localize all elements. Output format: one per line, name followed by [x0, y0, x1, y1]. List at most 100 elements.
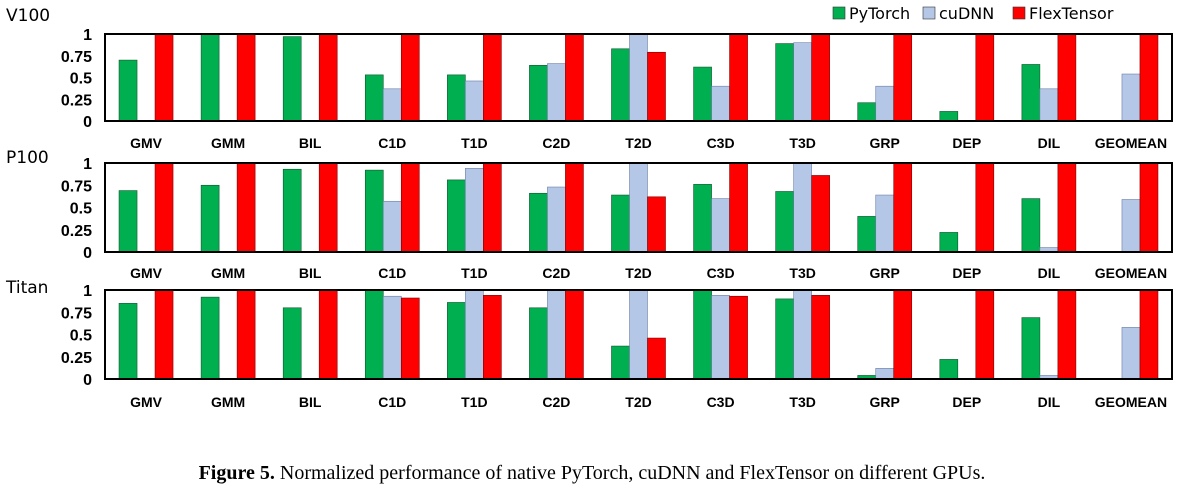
y-tick-label: 0: [83, 245, 92, 262]
plot-frame: [104, 289, 1173, 380]
x-category-label: T3D: [789, 394, 815, 410]
bar-flextensor-dil: [1057, 289, 1077, 380]
x-category-label: T3D: [789, 265, 815, 281]
panel-titan: Titan 0 0.25 0.5 0.75 1 GMV GMM BIL C1D T1D C2D T2D C…: [5, 278, 1173, 410]
x-category-label: T2D: [625, 265, 651, 281]
bar-flextensor-gmv: [154, 33, 174, 122]
x-category-label: DEP: [952, 265, 981, 281]
bar-flextensor-c1d: [400, 162, 420, 253]
bar-flextensor-c2d: [565, 289, 584, 380]
bar-flextensor-t2d: [647, 51, 666, 122]
x-category-label: DEP: [952, 135, 981, 151]
panel-title: Titan: [5, 278, 48, 298]
bar-flextensor-t1d: [483, 295, 502, 380]
bar-flextensor-gmm: [236, 162, 256, 253]
bar-cudnn-t3d: [793, 162, 812, 253]
panel-p100: P100 0 0.25 0.5 0.75 1 GMV GMM BIL C1D T1D C2D T2D C3…: [6, 148, 1173, 281]
bar-cudnn-grp: [875, 368, 895, 380]
x-category-label: BIL: [299, 135, 322, 151]
bar-flextensor-grp: [893, 289, 913, 380]
bar-pytorch-gmm: [200, 184, 220, 253]
bar-flextensor-c1d: [400, 33, 420, 122]
y-tick-label: 0.5: [70, 71, 92, 88]
bar-flextensor-gmm: [236, 33, 256, 122]
bar-cudnn-geomean: [1121, 73, 1141, 122]
x-category-label: GRP: [870, 135, 900, 151]
bar-pytorch-t3d: [775, 191, 794, 253]
bar-pytorch-dil: [1021, 64, 1041, 122]
legend-label-flextensor: FlexTensor: [1029, 4, 1114, 23]
bar-flextensor-geomean: [1139, 289, 1159, 380]
x-category-label: GMV: [130, 394, 163, 410]
bar-pytorch-dil: [1021, 198, 1041, 253]
bar-flextensor-bil: [318, 162, 338, 253]
bar-flextensor-dep: [975, 33, 995, 122]
y-tick-label: 1: [83, 283, 92, 300]
x-category-label: GEOMEAN: [1095, 394, 1167, 410]
bar-pytorch-dep: [939, 359, 959, 380]
y-tick-label: 1: [83, 27, 92, 44]
y-tick-label: 0.25: [61, 350, 92, 367]
bar-pytorch-t2d: [611, 48, 630, 122]
x-category-label: T2D: [625, 394, 651, 410]
bar-flextensor-bil: [318, 289, 338, 380]
bar-cudnn-c3d: [711, 85, 730, 122]
x-category-label: T3D: [789, 135, 815, 151]
bar-flextensor-c1d: [400, 297, 420, 380]
bar-flextensor-gmv: [154, 289, 174, 380]
bar-cudnn-t1d: [465, 289, 484, 380]
y-tick-label: 0: [83, 372, 92, 389]
bar-pytorch-c1d: [364, 289, 384, 380]
x-category-label: T1D: [461, 135, 487, 151]
x-category-label: GMV: [130, 135, 163, 151]
bar-cudnn-c2d: [547, 63, 566, 122]
caption-text: Normalized performance of native PyTorch…: [274, 462, 986, 484]
bar-pytorch-dep: [939, 232, 959, 253]
y-tick-label: 0.5: [70, 201, 92, 218]
y-tick-label: 0.25: [61, 223, 92, 240]
bar-flextensor-grp: [893, 162, 913, 253]
bar-cudnn-geomean: [1121, 327, 1141, 380]
bar-flextensor-t3d: [811, 295, 830, 380]
bar-pytorch-dil: [1021, 317, 1041, 380]
bar-pytorch-t1d: [447, 74, 466, 122]
y-tick-label: 0.5: [70, 328, 92, 345]
bar-pytorch-gmm: [200, 33, 220, 122]
bar-cudnn-c2d: [547, 186, 566, 253]
bar-pytorch-grp: [857, 102, 877, 122]
x-category-label: DIL: [1038, 394, 1061, 410]
bar-cudnn-c3d: [711, 198, 730, 253]
bar-pytorch-c3d: [693, 184, 712, 253]
plot-frame: [104, 33, 1173, 122]
bar-flextensor-dil: [1057, 33, 1077, 122]
bar-pytorch-c3d: [693, 66, 712, 122]
bar-cudnn-c1d: [382, 200, 402, 253]
bar-flextensor-geomean: [1139, 33, 1159, 122]
bar-cudnn-t2d: [629, 162, 648, 253]
bar-cudnn-t3d: [793, 289, 812, 380]
bar-cudnn-grp: [875, 194, 895, 253]
bar-flextensor-gmv: [154, 162, 174, 253]
y-tick-label: 1: [83, 156, 92, 173]
x-category-label: GMV: [130, 265, 163, 281]
chart-panels: V100 0 0.25 0.5 0.75 1 GMV GMM BIL C1D T1D C2D T2D C3…: [5, 6, 1173, 410]
x-category-label: GMM: [211, 265, 245, 281]
bar-cudnn-c1d: [382, 295, 402, 380]
bar-flextensor-c3d: [729, 295, 748, 380]
panel-title: P100: [6, 148, 49, 168]
figure-chart: PyTorch cuDNN FlexTensor V100 0 0.25 0.5 0.75 1…: [5, 4, 1173, 410]
bar-pytorch-gmm: [200, 296, 220, 380]
bar-pytorch-t3d: [775, 298, 794, 380]
bar-cudnn-grp: [875, 85, 895, 122]
plot-frame: [104, 162, 1173, 253]
bar-pytorch-grp: [857, 216, 877, 253]
caption-label: Figure 5.: [198, 462, 275, 484]
panel-title: V100: [6, 6, 50, 26]
x-category-label: DIL: [1038, 265, 1061, 281]
x-category-label: T2D: [625, 135, 651, 151]
y-tick-label: 0: [83, 114, 92, 131]
bar-pytorch-gmv: [118, 190, 138, 253]
y-tick-label: 0.75: [61, 305, 92, 322]
x-category-label: GRP: [870, 265, 900, 281]
bar-flextensor-bil: [318, 33, 338, 122]
